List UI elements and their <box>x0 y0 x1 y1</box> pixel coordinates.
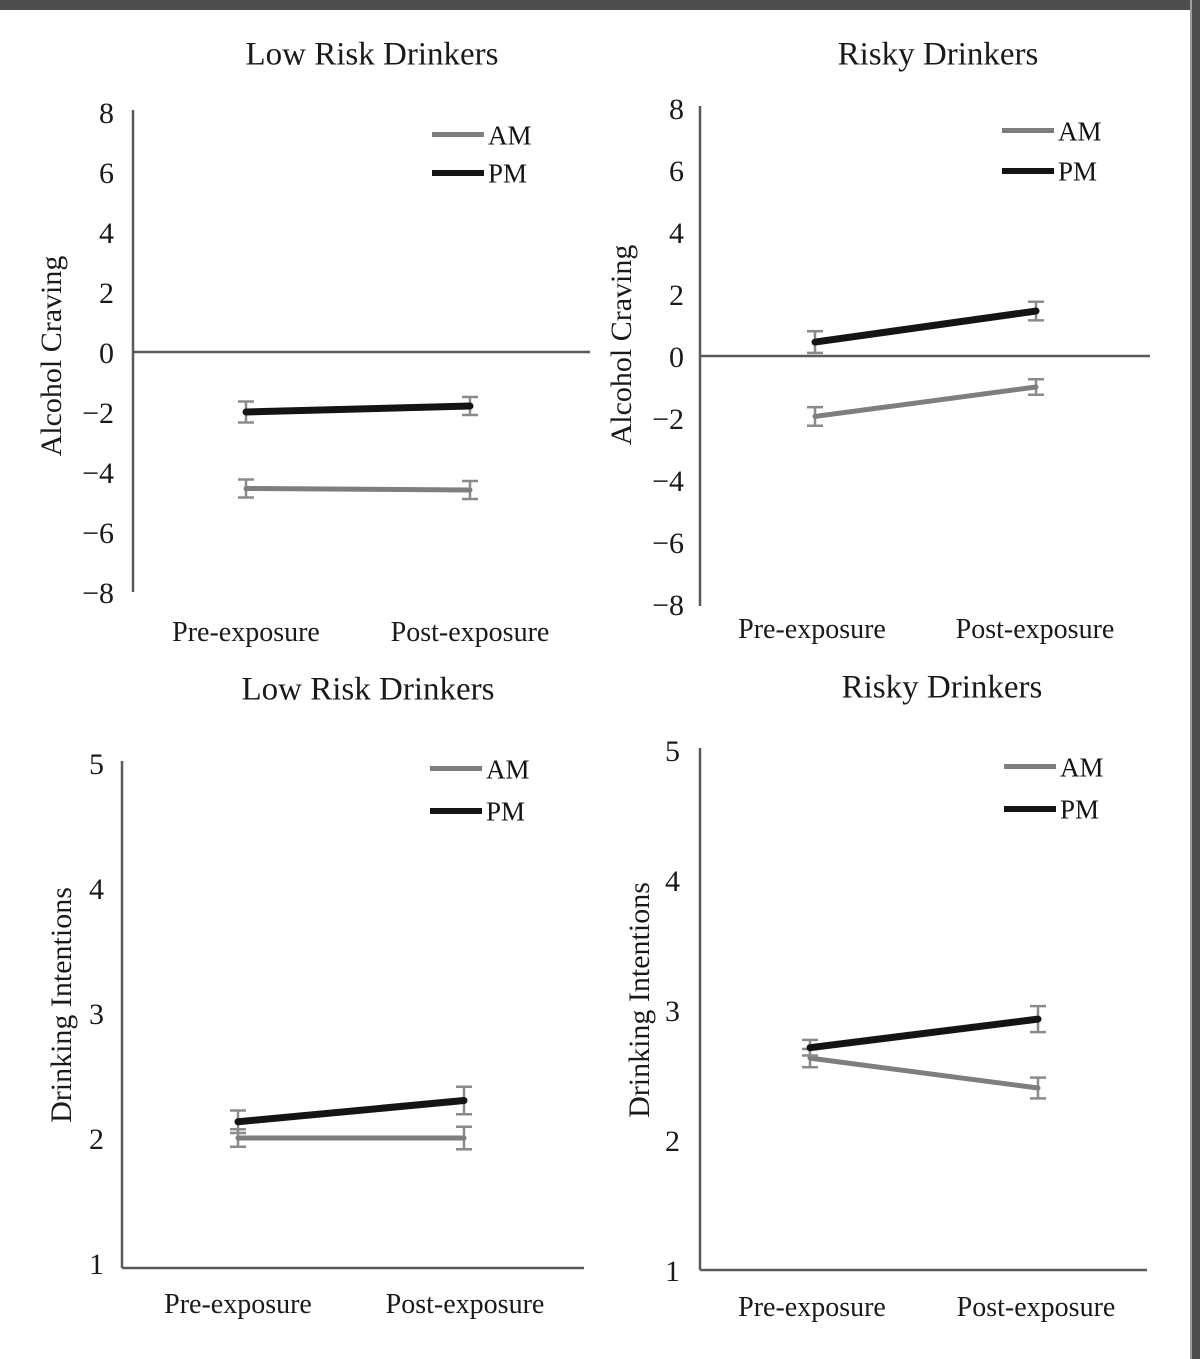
chart3-y-tick-label-1: 1 <box>89 1248 104 1281</box>
top-border-strip <box>0 0 1200 10</box>
chart2-y-tick-label-−8: −8 <box>652 589 684 622</box>
chart3-y-tick-label-5: 5 <box>89 748 104 781</box>
chart3-y-tick-label-4: 4 <box>89 873 104 906</box>
chart2-y-tick-label-−6: −6 <box>652 527 684 560</box>
chart1-legend-am-swatch <box>432 132 484 137</box>
chart3-y-axis-label: Drinking Intentions <box>45 887 78 1123</box>
chart3-legend-pm-swatch <box>430 808 482 814</box>
chart2-y-tick-label-8: 8 <box>669 93 684 126</box>
chart4-category-pre: Pre-exposure <box>738 1292 886 1323</box>
chart2-y-tick-label-0: 0 <box>669 341 684 374</box>
chart4-series-line-am <box>807 1055 1041 1091</box>
chart1-y-tick-label-0: 0 <box>99 337 114 370</box>
chart4-y-axis-label: Drinking Intentions <box>623 882 656 1118</box>
chart2-series-line-pm <box>811 307 1040 346</box>
chart2-y-tick-label-4: 4 <box>669 217 684 250</box>
chart3-legend-pm-label: PM <box>486 796 526 827</box>
chart2-series-line-am <box>812 384 1039 419</box>
chart3-y-tick-label-3: 3 <box>89 998 104 1031</box>
chart4-y-tick-label-1: 1 <box>665 1255 680 1288</box>
chart2-y-tick-label-6: 6 <box>669 155 684 188</box>
chart2-category-pre: Pre-exposure <box>738 614 886 645</box>
chart2-legend-am-swatch <box>1002 128 1054 133</box>
chart1-title: Low Risk Drinkers <box>245 36 499 73</box>
chart4-category-post: Post-exposure <box>956 1292 1116 1323</box>
chart1-legend-pm-label: PM <box>488 158 528 189</box>
chart3-legend-am-swatch <box>430 766 482 771</box>
chart4-y-tick-label-5: 5 <box>665 735 680 768</box>
chart4-series-line-pm <box>806 1015 1042 1052</box>
chart1-y-tick-label-6: 6 <box>99 157 114 190</box>
chart2-y-tick-label-−4: −4 <box>652 465 684 498</box>
chart3-legend-am-label: AM <box>486 754 530 785</box>
chart1-legend-am-label: AM <box>488 120 532 151</box>
chart3-series-line-pm <box>234 1097 468 1126</box>
chart1-y-tick-label-−2: −2 <box>82 397 114 430</box>
chart1-series-line-am <box>243 486 473 493</box>
chart2-y-tick-label-−2: −2 <box>652 403 684 436</box>
chart2-y-axis-label: Alcohol Craving <box>605 244 638 446</box>
chart2-legend-pm-label: PM <box>1058 156 1098 187</box>
chart4-legend-am-swatch <box>1004 764 1056 769</box>
chart1-y-tick-label-−4: −4 <box>82 457 114 490</box>
right-border-strip <box>1190 0 1200 1359</box>
chart2-title: Risky Drinkers <box>837 36 1039 73</box>
chart1-y-tick-label-−8: −8 <box>82 577 114 610</box>
chart1-category-post: Post-exposure <box>390 617 550 648</box>
chart3-title: Low Risk Drinkers <box>241 671 495 708</box>
chart4-legend-am-label: AM <box>1060 752 1104 783</box>
chart1-y-tick-label-−6: −6 <box>82 517 114 550</box>
chart1-series-line-pm <box>242 402 474 416</box>
chart4-y-tick-label-3: 3 <box>665 995 680 1028</box>
chart3-category-post: Post-exposure <box>385 1289 545 1320</box>
chart1-category-pre: Pre-exposure <box>172 617 320 648</box>
chart4-y-tick-label-2: 2 <box>665 1125 680 1158</box>
chart4-y-tick-label-4: 4 <box>665 865 680 898</box>
chart1-y-axis-label: Alcohol Craving <box>35 255 68 457</box>
chart2-legend-am-label: AM <box>1058 116 1102 147</box>
chart4-title: Risky Drinkers <box>841 669 1043 706</box>
chart3-category-pre: Pre-exposure <box>164 1289 312 1320</box>
chart1-legend-pm-swatch <box>432 170 484 176</box>
chart2-category-post: Post-exposure <box>955 614 1115 645</box>
chart1-y-tick-label-2: 2 <box>99 277 114 310</box>
chart3-y-tick-label-2: 2 <box>89 1123 104 1156</box>
chart1-y-tick-label-4: 4 <box>99 217 114 250</box>
chart4-legend-pm-swatch <box>1004 806 1056 812</box>
chart4-legend-pm-label: PM <box>1060 794 1100 825</box>
chart2-y-tick-label-2: 2 <box>669 279 684 312</box>
chart1-y-tick-label-8: 8 <box>99 97 114 130</box>
chart2-legend-pm-swatch <box>1002 168 1054 174</box>
